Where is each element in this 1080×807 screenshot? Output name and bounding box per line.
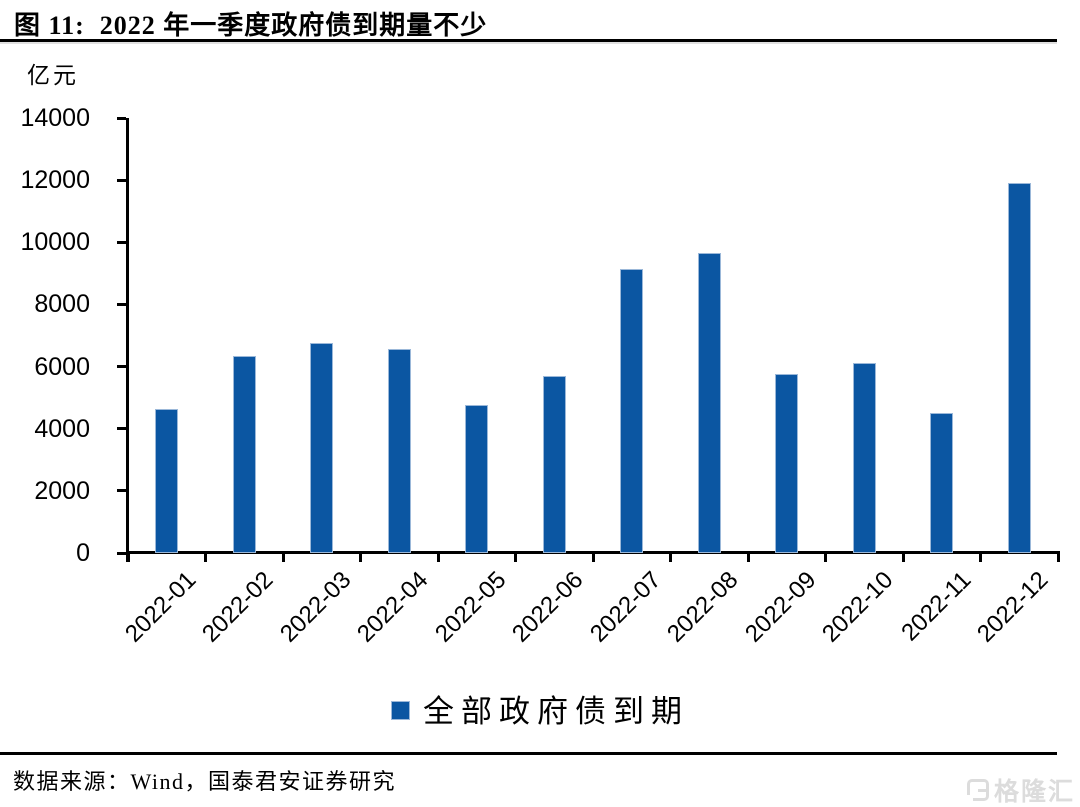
bar-2022-05 (465, 405, 489, 553)
y-axis-line (126, 118, 129, 562)
x-axis-tick (746, 551, 750, 562)
x-axis-tick (824, 551, 827, 562)
y-axis-unit-label: 亿元 (27, 63, 79, 88)
bar-2022-04 (387, 349, 411, 553)
y-axis-tick-label: 10000 (20, 228, 90, 257)
y-axis-tick (117, 116, 126, 120)
y-axis-tick-label: 8000 (34, 290, 90, 319)
y-axis-tick (117, 427, 126, 431)
bar-2022-01 (155, 409, 179, 553)
x-axis-tick (281, 551, 285, 562)
y-axis-tick-label: 14000 (20, 104, 90, 132)
bar-2022-10 (852, 363, 876, 553)
y-axis-tick (117, 178, 126, 182)
gelonghui-watermark: 格隆汇 (966, 772, 1075, 807)
y-axis-tick-label: 0 (76, 539, 90, 567)
y-axis-tick (117, 365, 126, 369)
bar-2022-09 (775, 374, 799, 553)
y-axis-tick (117, 240, 126, 244)
y-axis-tick (117, 302, 126, 306)
x-axis-tick (1056, 551, 1060, 562)
x-axis-tick (436, 551, 440, 562)
chart-legend: 全部政府债到期 (0, 686, 1080, 731)
x-axis-tick (901, 551, 905, 562)
data-source-text: 数据来源：Wind，国泰君安证券研究 (13, 769, 396, 794)
bar-2022-06 (542, 376, 566, 553)
bar-2022-08 (697, 253, 721, 553)
gelonghui-logo-icon (966, 779, 989, 801)
legend-swatch-icon (391, 700, 410, 720)
y-axis-tick (117, 551, 126, 555)
bar-2022-07 (620, 269, 644, 553)
y-axis-tick-label: 2000 (34, 476, 90, 505)
y-axis-tick-label: 6000 (34, 352, 90, 381)
y-axis-tick (117, 489, 126, 493)
x-axis-tick (979, 551, 982, 562)
bar-2022-11 (930, 413, 954, 553)
x-axis-tick (591, 551, 595, 562)
y-axis-tick-label: 12000 (20, 166, 90, 195)
x-axis-tick (669, 551, 672, 562)
bar-2022-12 (1007, 183, 1031, 553)
x-axis-tick (126, 551, 130, 562)
bar-2022-02 (232, 356, 256, 553)
legend-series-label: 全部政府债到期 (423, 694, 689, 729)
x-axis-tick (204, 551, 207, 562)
watermark-text: 格隆汇 (993, 778, 1075, 806)
x-axis-tick (359, 551, 362, 562)
bar-2022-03 (310, 343, 334, 553)
x-axis-tick (514, 551, 517, 562)
figure-title: 图 11: 2022 年一季度政府债到期量不少 (14, 11, 488, 40)
title-divider-line (0, 39, 1057, 42)
y-axis-tick-label: 4000 (34, 414, 90, 443)
footer-divider-line (0, 752, 1057, 755)
